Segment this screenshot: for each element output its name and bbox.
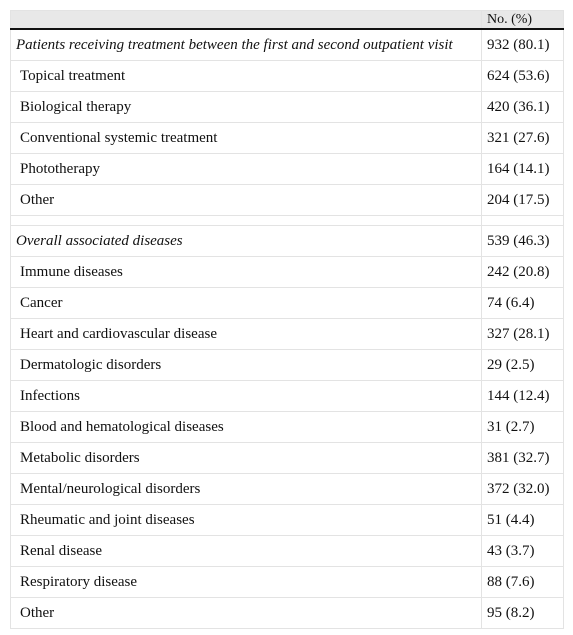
table-row: Blood and hematological diseases 31 (2.7)	[10, 411, 564, 443]
table-row: Cancer 74 (6.4)	[10, 287, 564, 319]
row-label: Renal disease	[10, 535, 482, 567]
section-value: 539 (46.3)	[481, 225, 564, 257]
row-value: 164 (14.1)	[481, 153, 564, 185]
row-label: Topical treatment	[10, 60, 482, 92]
row-value: 327 (28.1)	[481, 318, 564, 350]
table-row: Metabolic disorders 381 (32.7)	[10, 442, 564, 474]
header-row: No. (%)	[10, 10, 564, 30]
row-value: 74 (6.4)	[481, 287, 564, 319]
row-label: Biological therapy	[10, 91, 482, 123]
table-row: Mental/neurological disorders 372 (32.0)	[10, 473, 564, 505]
row-label: Rheumatic and joint diseases	[10, 504, 482, 536]
table-row: Rheumatic and joint diseases 51 (4.4)	[10, 504, 564, 536]
table-row: Other 95 (8.2)	[10, 597, 564, 629]
section-value: 932 (80.1)	[481, 28, 564, 61]
table-row: Dermatologic disorders 29 (2.5)	[10, 349, 564, 381]
row-value: 420 (36.1)	[481, 91, 564, 123]
table-row: Biological therapy 420 (36.1)	[10, 91, 564, 123]
table-row: Heart and cardiovascular disease 327 (28.…	[10, 318, 564, 350]
table-row: Respiratory disease 88 (7.6)	[10, 566, 564, 598]
row-value: 144 (12.4)	[481, 380, 564, 412]
row-label: Blood and hematological diseases	[10, 411, 482, 443]
section-title: Patients receiving treatment between the…	[10, 28, 482, 61]
row-label: Cancer	[10, 287, 482, 319]
header-cell	[10, 10, 482, 30]
row-label: Other	[10, 184, 482, 216]
row-value: 95 (8.2)	[481, 597, 564, 629]
row-value: 43 (3.7)	[481, 535, 564, 567]
table-row: Infections 144 (12.4)	[10, 380, 564, 412]
table-row: Immune diseases 242 (20.8)	[10, 256, 564, 288]
row-value: 321 (27.6)	[481, 122, 564, 154]
row-label: Conventional systemic treatment	[10, 122, 482, 154]
row-label: Metabolic disorders	[10, 442, 482, 474]
row-value: 242 (20.8)	[481, 256, 564, 288]
row-value: 372 (32.0)	[481, 473, 564, 505]
spacer-cell	[10, 215, 482, 226]
table-row: Conventional systemic treatment 321 (27.6…	[10, 122, 564, 154]
row-label: Other	[10, 597, 482, 629]
row-label: Dermatologic disorders	[10, 349, 482, 381]
spacer-row	[10, 215, 564, 226]
table-row: Other 204 (17.5)	[10, 184, 564, 216]
row-label: Respiratory disease	[10, 566, 482, 598]
spacer-cell	[481, 215, 564, 226]
section-title: Overall associated diseases	[10, 225, 482, 257]
header-cell: No. (%)	[481, 10, 564, 30]
table-row: Renal disease 43 (3.7)	[10, 535, 564, 567]
row-value: 204 (17.5)	[481, 184, 564, 216]
table-row: Phototherapy 164 (14.1)	[10, 153, 564, 185]
data-table: No. (%) Patients receiving treatment bet…	[10, 10, 564, 629]
table-row: Topical treatment 624 (53.6)	[10, 60, 564, 92]
row-label: Immune diseases	[10, 256, 482, 288]
row-value: 51 (4.4)	[481, 504, 564, 536]
table-body: Patients receiving treatment between the…	[10, 28, 564, 629]
section-row: Overall associated diseases 539 (46.3)	[10, 225, 564, 257]
row-value: 381 (32.7)	[481, 442, 564, 474]
row-label: Mental/neurological disorders	[10, 473, 482, 505]
row-value: 31 (2.7)	[481, 411, 564, 443]
row-label: Phototherapy	[10, 153, 482, 185]
row-label: Heart and cardiovascular disease	[10, 318, 482, 350]
row-value: 624 (53.6)	[481, 60, 564, 92]
row-label: Infections	[10, 380, 482, 412]
section-row: Patients receiving treatment between the…	[10, 28, 564, 61]
row-value: 29 (2.5)	[481, 349, 564, 381]
row-value: 88 (7.6)	[481, 566, 564, 598]
